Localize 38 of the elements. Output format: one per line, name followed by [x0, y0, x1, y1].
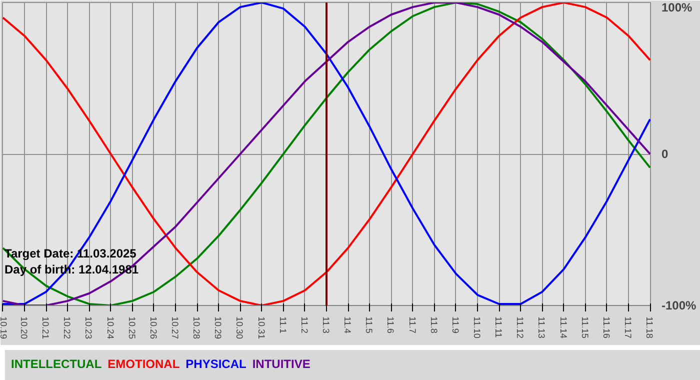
y-tick-label: 100% [662, 0, 693, 14]
x-tick-label: 10.21 [40, 316, 51, 340]
y-tick-label: -100% [662, 298, 697, 312]
x-tick-label: 11.7 [407, 316, 418, 334]
x-tick-label: 11.16 [601, 316, 612, 338]
x-tick-label: 11.9 [450, 316, 460, 334]
x-tick-label: 10.23 [84, 316, 94, 340]
x-tick-label: 10.19 [0, 316, 8, 340]
x-tick-label: 10.26 [148, 316, 158, 340]
text: INTELLECTUAL [11, 357, 102, 371]
x-tick-label: 11.6 [386, 316, 396, 334]
x-tick-label: 11.2 [299, 316, 310, 334]
x-tick-label: 11.11 [494, 316, 504, 338]
x-tick-label: 10.24 [105, 316, 116, 340]
x-tick-label: 11.3 [321, 316, 331, 334]
x-tick-label: 10.28 [192, 316, 202, 340]
text: INTUITIVE [252, 357, 310, 371]
x-tick-label: 10.20 [19, 316, 30, 340]
x-tick-label: 11.10 [472, 316, 482, 338]
x-tick-label: 10.31 [256, 316, 266, 340]
x-tick-label: 11.13 [536, 316, 547, 338]
x-tick-label: 10.30 [234, 316, 245, 340]
x-tick-label: 10.25 [126, 316, 137, 340]
x-tick-label: 10.29 [213, 316, 224, 340]
x-tick-label: 11.8 [428, 316, 439, 334]
x-tick-label: 11.15 [580, 316, 590, 338]
x-tick-label: 10.22 [62, 316, 72, 340]
x-tick-label: 11.17 [622, 316, 633, 338]
x-tick-label: 11.14 [558, 316, 568, 338]
x-tick-label: 11.1 [278, 316, 288, 334]
text: PHYSICAL [186, 357, 246, 371]
text: EMOTIONAL [108, 357, 180, 371]
x-tick-label: 11.5 [364, 316, 374, 334]
x-tick-label: 10.27 [170, 316, 180, 340]
x-tick-label: 11.4 [342, 316, 353, 334]
x-tick-label: 11.18 [644, 316, 655, 338]
x-tick-label: 11.12 [515, 316, 526, 338]
y-tick-label: 0 [662, 147, 668, 161]
